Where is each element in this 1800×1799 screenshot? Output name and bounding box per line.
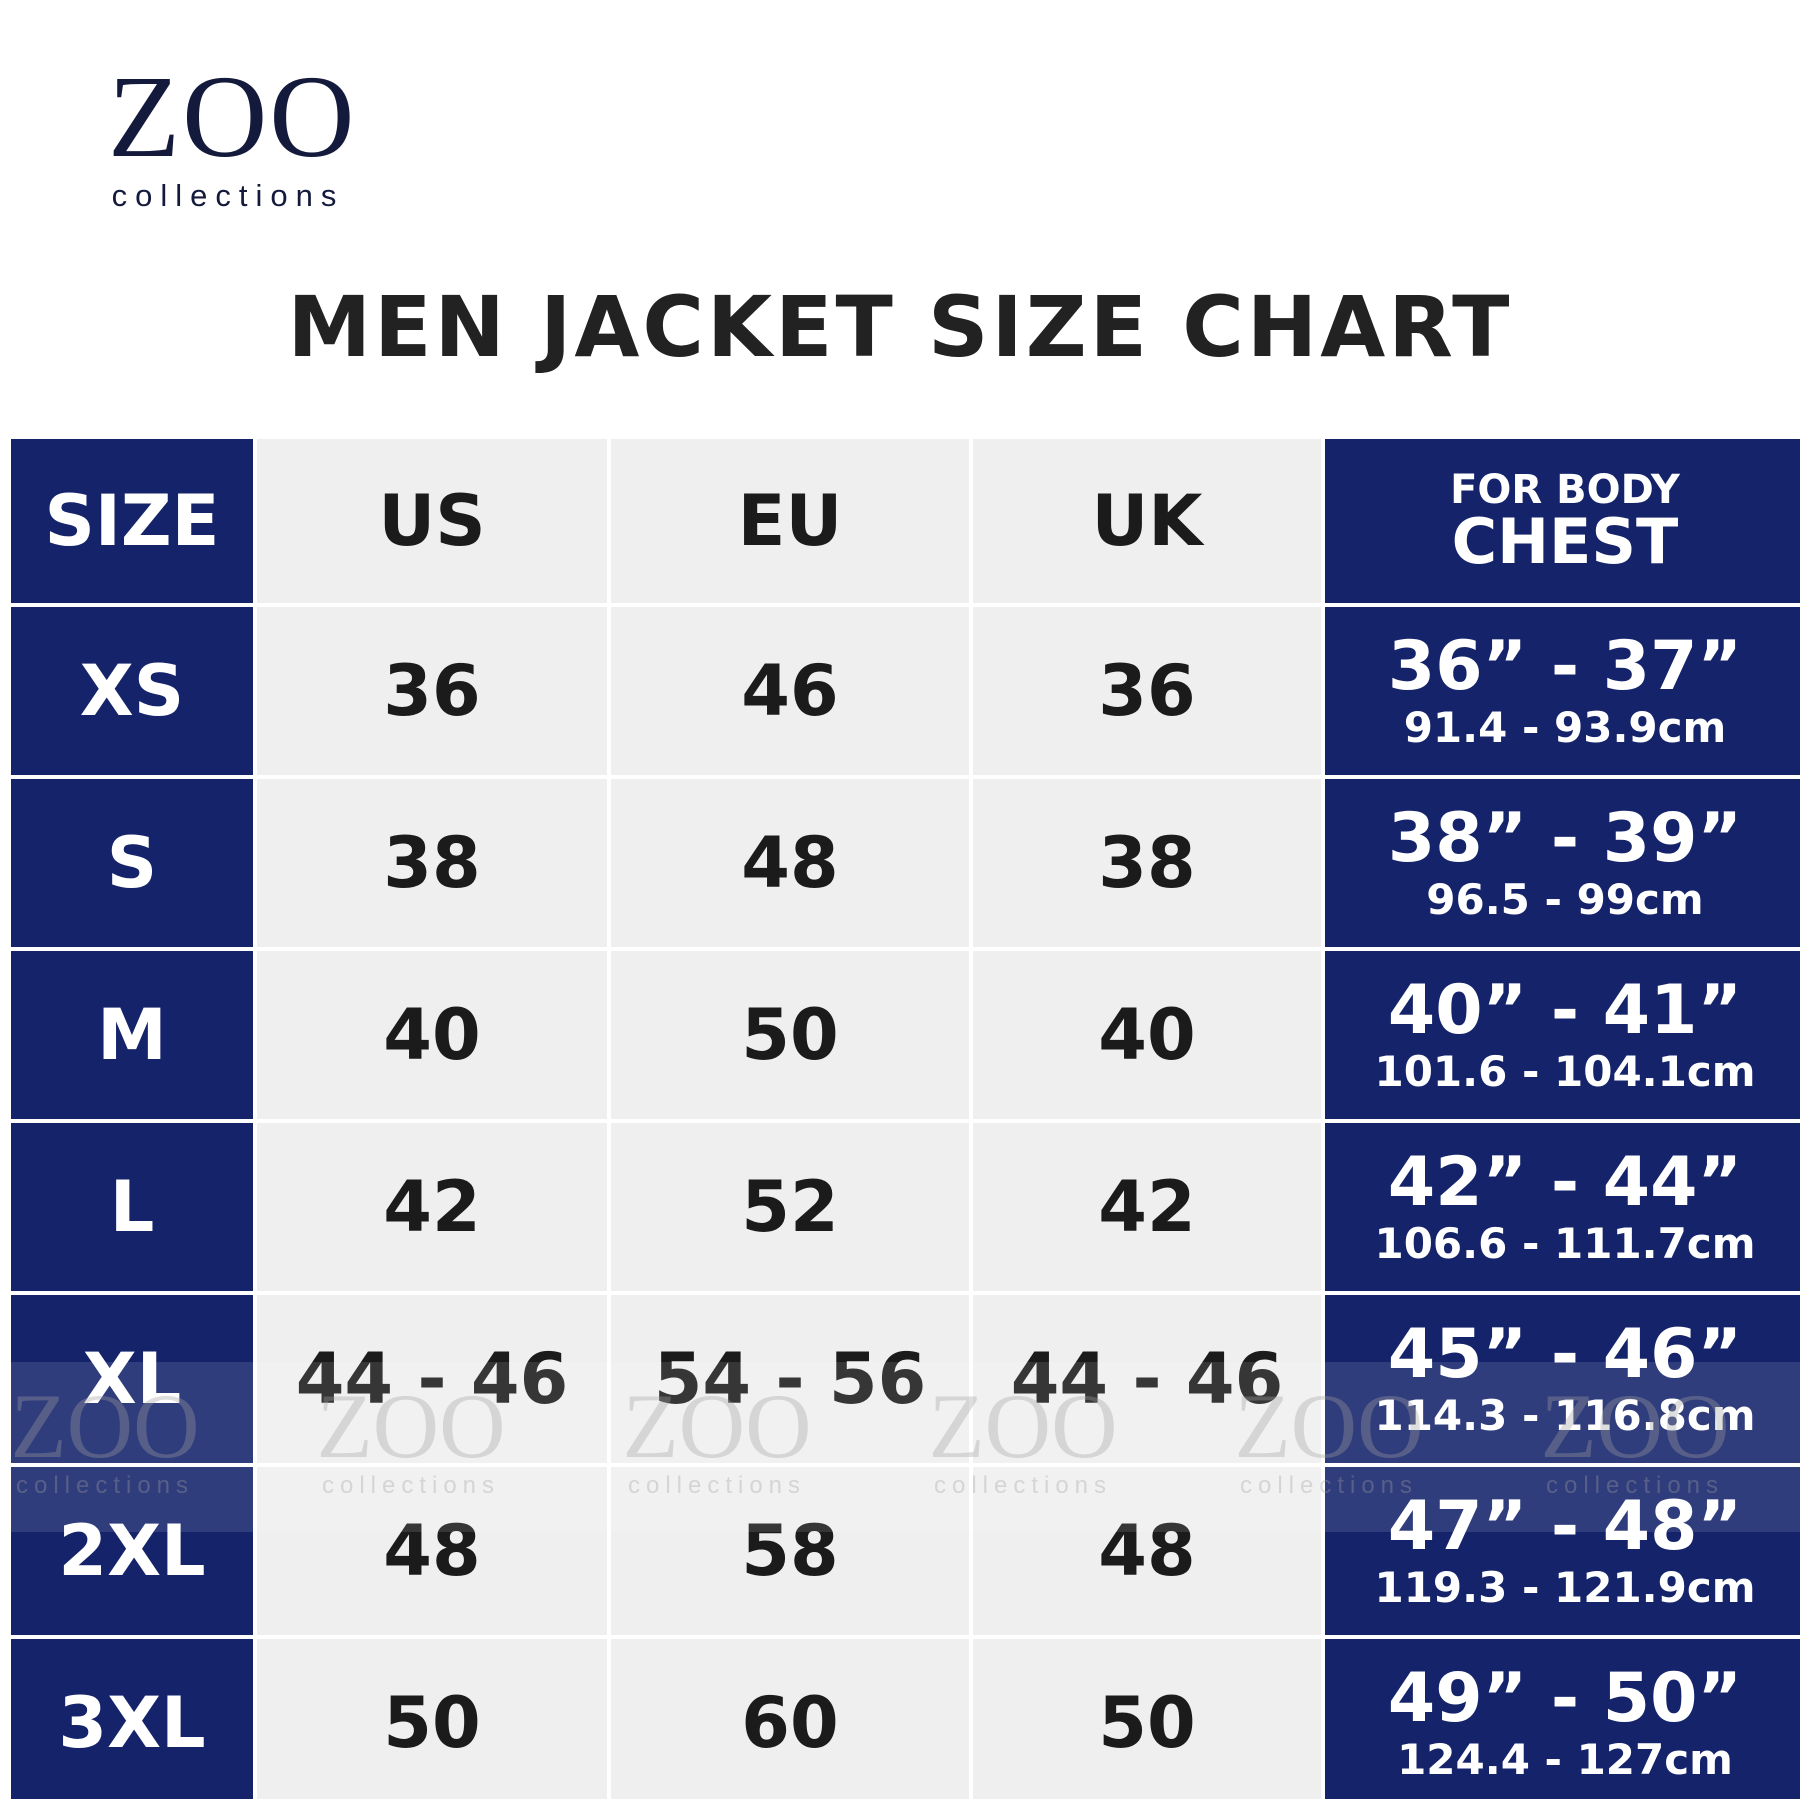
chest-inches: 40” - 41” bbox=[1387, 971, 1743, 1050]
size-cell: L bbox=[11, 1123, 253, 1291]
value-cell: 50 bbox=[611, 951, 969, 1119]
header-line: FOR BODY bbox=[1450, 467, 1680, 513]
logo-tagline: collections bbox=[111, 178, 345, 213]
chest-cm: 124.4 - 127cm bbox=[1397, 1735, 1733, 1784]
chest-inches: 42” - 44” bbox=[1387, 1143, 1743, 1222]
value-cell: 52 bbox=[611, 1123, 969, 1291]
chest-cell: 45” - 46” 114.3 - 116.8cm bbox=[1325, 1295, 1800, 1463]
logo-brand: ZOO bbox=[108, 51, 357, 182]
size-cell: 2XL bbox=[11, 1467, 253, 1635]
chest-cell: 42” - 44” 106.6 - 111.7cm bbox=[1325, 1123, 1800, 1291]
chest-cell: 36” - 37” 91.4 - 93.9cm bbox=[1325, 607, 1800, 775]
size-cell: XS bbox=[11, 607, 253, 775]
value-cell: 54 - 56 bbox=[611, 1295, 969, 1463]
chest-cm: 91.4 - 93.9cm bbox=[1403, 703, 1727, 752]
header-cell: US bbox=[257, 439, 607, 603]
value-cell: 50 bbox=[973, 1639, 1321, 1799]
header-cell: SIZE bbox=[11, 439, 253, 603]
value-cell: 58 bbox=[611, 1467, 969, 1635]
value-cell: 42 bbox=[257, 1123, 607, 1291]
chest-cell: 38” - 39” 96.5 - 99cm bbox=[1325, 779, 1800, 947]
header-line: CHEST bbox=[1451, 505, 1679, 578]
chest-cell: 40” - 41” 101.6 - 104.1cm bbox=[1325, 951, 1800, 1119]
value-cell: 48 bbox=[257, 1467, 607, 1635]
value-cell: 40 bbox=[257, 951, 607, 1119]
value-cell: 36 bbox=[257, 607, 607, 775]
title: MEN JACKET SIZE CHART bbox=[287, 278, 1513, 376]
value-cell: 60 bbox=[611, 1639, 969, 1799]
size-cell: 3XL bbox=[11, 1639, 253, 1799]
header-cell: UK bbox=[973, 439, 1321, 603]
watermark-band bbox=[0, 1362, 1800, 1532]
value-cell: 50 bbox=[257, 1639, 607, 1799]
chest-inches: 45” - 46” bbox=[1387, 1315, 1743, 1394]
size-table: SIZE US EU UK FOR BODY CHEST XS 36 46 36 36” - 37”… bbox=[11, 439, 1800, 1799]
header-cell: FOR BODY CHEST bbox=[1325, 439, 1800, 603]
chest-cm: 101.6 - 104.1cm bbox=[1374, 1047, 1756, 1096]
value-cell: 48 bbox=[611, 779, 969, 947]
chest-inches: 47” - 48” bbox=[1387, 1487, 1743, 1566]
chest-inches: 38” - 39” bbox=[1387, 799, 1743, 878]
value-cell: 36 bbox=[973, 607, 1321, 775]
logo: ZOO collections bbox=[108, 51, 357, 214]
value-cell: 48 bbox=[973, 1467, 1321, 1635]
size-cell: M bbox=[11, 951, 253, 1119]
chest-cell: 49” - 50” 124.4 - 127cm bbox=[1325, 1639, 1800, 1799]
chest-inches: 36” - 37” bbox=[1387, 627, 1743, 706]
chest-cm: 114.3 - 116.8cm bbox=[1374, 1391, 1756, 1440]
value-cell: 42 bbox=[973, 1123, 1321, 1291]
chest-inches: 49” - 50” bbox=[1387, 1659, 1743, 1738]
chest-cm: 106.6 - 111.7cm bbox=[1374, 1219, 1756, 1268]
header-cell: EU bbox=[611, 439, 969, 603]
value-cell: 44 - 46 bbox=[973, 1295, 1321, 1463]
size-cell: S bbox=[11, 779, 253, 947]
value-cell: 40 bbox=[973, 951, 1321, 1119]
chest-cm: 96.5 - 99cm bbox=[1426, 875, 1704, 924]
value-cell: 46 bbox=[611, 607, 969, 775]
size-cell: XL bbox=[11, 1295, 253, 1463]
value-cell: 38 bbox=[257, 779, 607, 947]
chest-cell: 47” - 48” 119.3 - 121.9cm bbox=[1325, 1467, 1800, 1635]
chest-cm: 119.3 - 121.9cm bbox=[1374, 1563, 1756, 1612]
value-cell: 38 bbox=[973, 779, 1321, 947]
value-cell: 44 - 46 bbox=[257, 1295, 607, 1463]
